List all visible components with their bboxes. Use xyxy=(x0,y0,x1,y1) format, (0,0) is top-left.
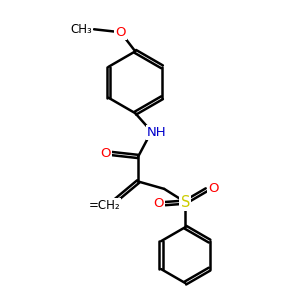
Text: CH₃: CH₃ xyxy=(70,23,92,36)
Text: O: O xyxy=(154,197,164,210)
Text: S: S xyxy=(181,195,190,210)
Text: O: O xyxy=(208,182,218,195)
Text: O: O xyxy=(115,26,126,39)
Text: O: O xyxy=(100,147,110,160)
Text: NH: NH xyxy=(147,126,167,140)
Text: =CH₂: =CH₂ xyxy=(88,200,120,212)
